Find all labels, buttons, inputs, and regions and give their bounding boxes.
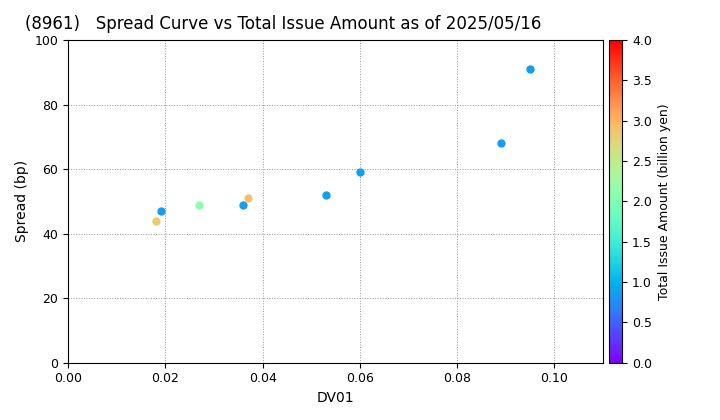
Text: (8961)   Spread Curve vs Total Issue Amount as of 2025/05/16: (8961) Spread Curve vs Total Issue Amoun…	[25, 15, 541, 33]
Y-axis label: Spread (bp): Spread (bp)	[15, 160, 29, 242]
Point	[150, 218, 161, 224]
Point	[320, 192, 332, 198]
Point	[194, 201, 205, 208]
Point	[495, 140, 507, 147]
X-axis label: DV01: DV01	[317, 391, 354, 405]
Point	[238, 201, 249, 208]
Y-axis label: Total Issue Amount (billion yen): Total Issue Amount (billion yen)	[657, 103, 670, 300]
Point	[243, 195, 254, 202]
Point	[354, 169, 366, 176]
Point	[524, 66, 536, 73]
Point	[155, 208, 166, 215]
